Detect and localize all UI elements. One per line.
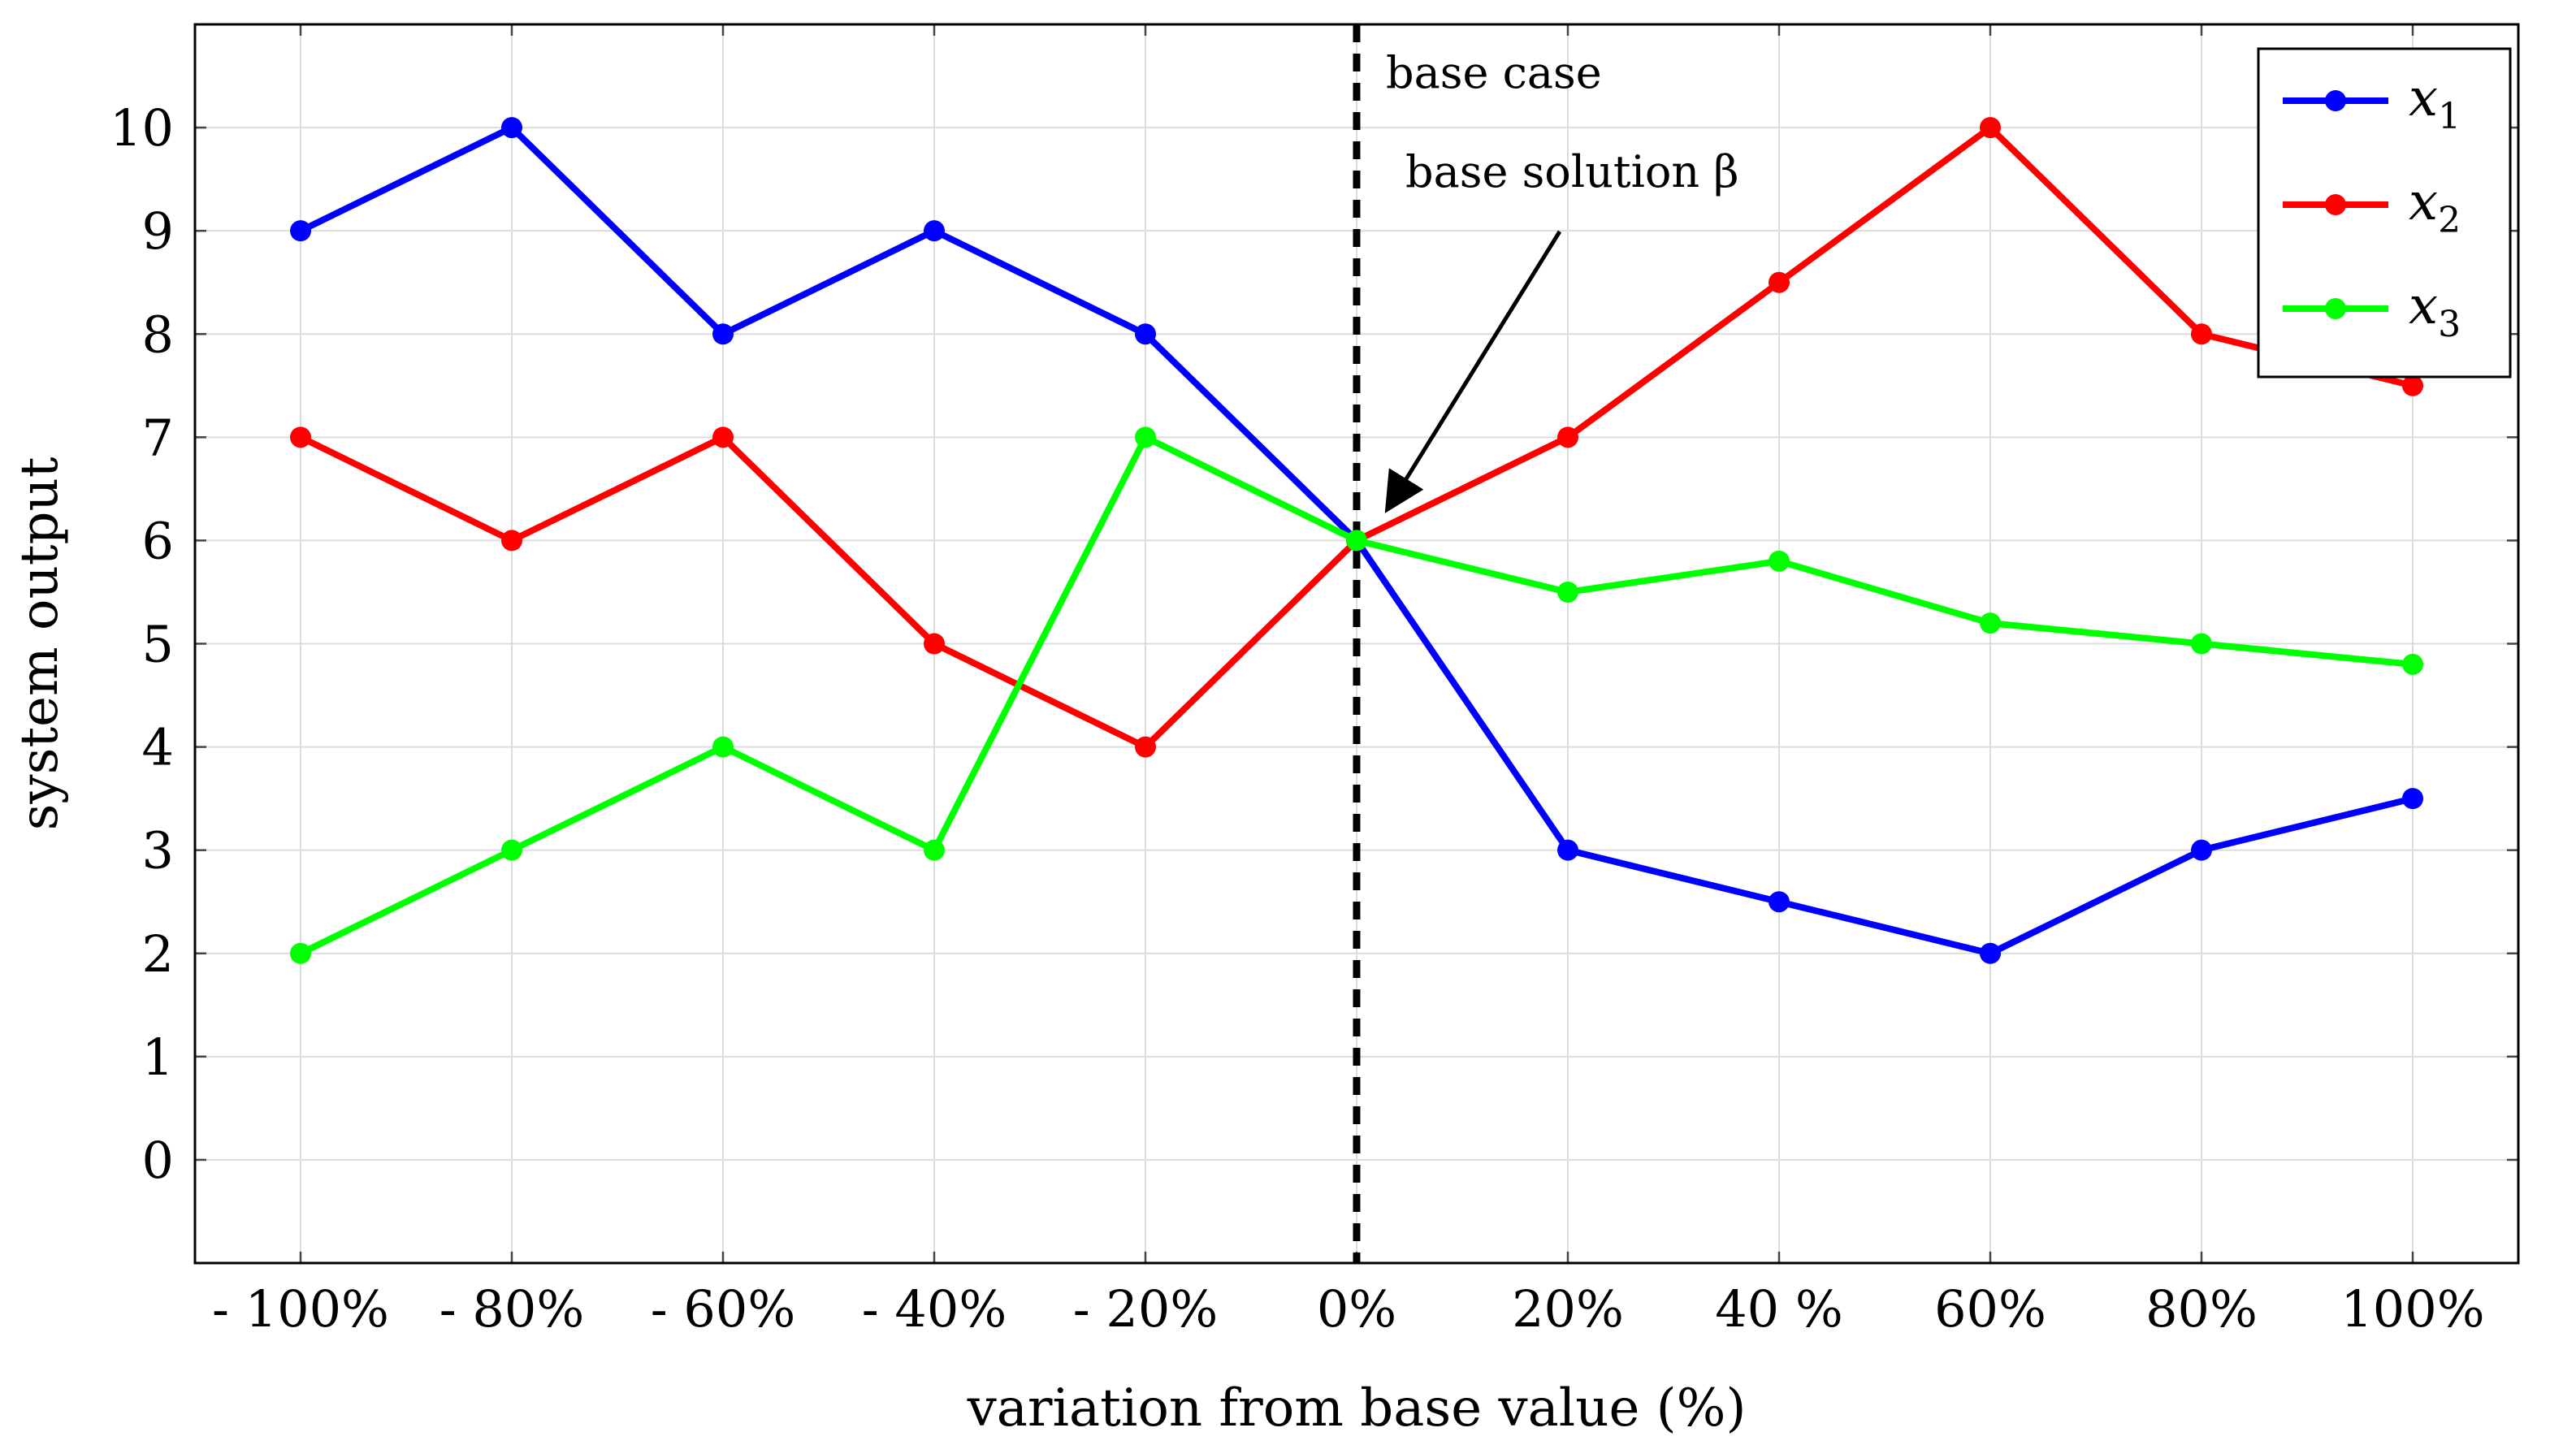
series-x3	[290, 426, 2423, 964]
data-point	[1135, 323, 1156, 345]
legend-entry-label: x2	[2409, 172, 2461, 241]
y-tick-label: 5	[142, 615, 174, 674]
x-tick-label: - 100%	[212, 1279, 389, 1339]
data-point	[501, 839, 522, 861]
y-tick-label: 3	[142, 821, 174, 880]
axis-ticks	[195, 24, 2518, 1263]
x-tick-label: - 60%	[651, 1279, 795, 1339]
y-tick-label: 4	[142, 718, 174, 777]
legend-swatch-marker	[2325, 194, 2346, 215]
x-tick-label: 40 %	[1715, 1279, 1843, 1339]
y-tick-labels: 0 1 2 3 4 5 6 7 8 9 10	[110, 98, 174, 1190]
data-point	[2191, 323, 2212, 345]
data-point	[712, 323, 734, 345]
data-point	[2191, 633, 2212, 655]
x-tick-label: - 40%	[862, 1279, 1007, 1339]
data-point	[1980, 117, 2001, 139]
x-tick-label: 60%	[1934, 1279, 2046, 1339]
data-point	[1557, 426, 1578, 448]
x-tick-label: - 20%	[1073, 1279, 1218, 1339]
y-tick-label: 8	[142, 305, 174, 364]
legend-subscript: 2	[2438, 200, 2461, 241]
y-tick-label: 0	[142, 1131, 174, 1190]
data-point	[1980, 612, 2001, 634]
y-tick-label: 1	[142, 1028, 174, 1087]
legend-subscript: 3	[2438, 304, 2461, 345]
data-point	[1769, 550, 1790, 572]
base-solution-label: base solution β	[1405, 146, 1739, 197]
data-point	[2191, 839, 2212, 861]
x-axis-title: variation from base value (%)	[967, 1378, 1747, 1439]
y-tick-label: 10	[110, 98, 174, 158]
data-point	[501, 530, 522, 552]
series	[290, 117, 2423, 964]
legend-entry-label: x1	[2409, 68, 2461, 137]
x-tick-label: 100%	[2340, 1279, 2484, 1339]
y-tick-label: 9	[142, 201, 174, 261]
x-tick-label: 80%	[2145, 1279, 2258, 1339]
data-point	[1769, 891, 1790, 913]
data-point	[712, 426, 734, 448]
data-point	[290, 426, 311, 448]
legend-swatch-marker	[2325, 90, 2346, 111]
y-axis-title: system output	[10, 456, 70, 830]
data-point	[1135, 736, 1156, 758]
data-point	[1135, 426, 1156, 448]
legend-symbol: x	[2409, 172, 2438, 232]
base-case-label: base case	[1386, 47, 1602, 98]
data-point	[2402, 374, 2423, 396]
data-point	[924, 220, 945, 242]
data-point	[290, 220, 311, 242]
data-point	[1346, 530, 1367, 552]
legend-symbol: x	[2409, 276, 2438, 336]
legend-entry-label: x3	[2409, 276, 2461, 345]
data-point	[1557, 581, 1578, 603]
data-point	[501, 117, 522, 139]
data-point	[924, 839, 945, 861]
data-point	[1557, 839, 1578, 861]
y-tick-label: 6	[142, 511, 174, 570]
x-tick-labels: - 100% - 80% - 60% - 40% - 20% 0% 20% 40 % 60% 80…	[212, 1279, 2485, 1339]
base-solution-arrow	[1384, 230, 1562, 513]
legend-swatch-marker	[2325, 298, 2346, 319]
data-point	[2402, 788, 2423, 810]
data-point	[290, 942, 311, 964]
data-point	[2402, 653, 2423, 675]
x-tick-label: 0%	[1317, 1279, 1396, 1339]
data-point	[1769, 271, 1790, 293]
x-tick-label: - 80%	[439, 1279, 584, 1339]
data-point	[924, 633, 945, 655]
data-point	[1980, 942, 2001, 964]
legend-subscript: 1	[2438, 96, 2461, 137]
legend-symbol: x	[2409, 68, 2438, 128]
y-tick-label: 2	[142, 924, 174, 984]
y-tick-label: 7	[142, 408, 174, 467]
x-tick-label: 20%	[1512, 1279, 1624, 1339]
data-point	[712, 736, 734, 758]
